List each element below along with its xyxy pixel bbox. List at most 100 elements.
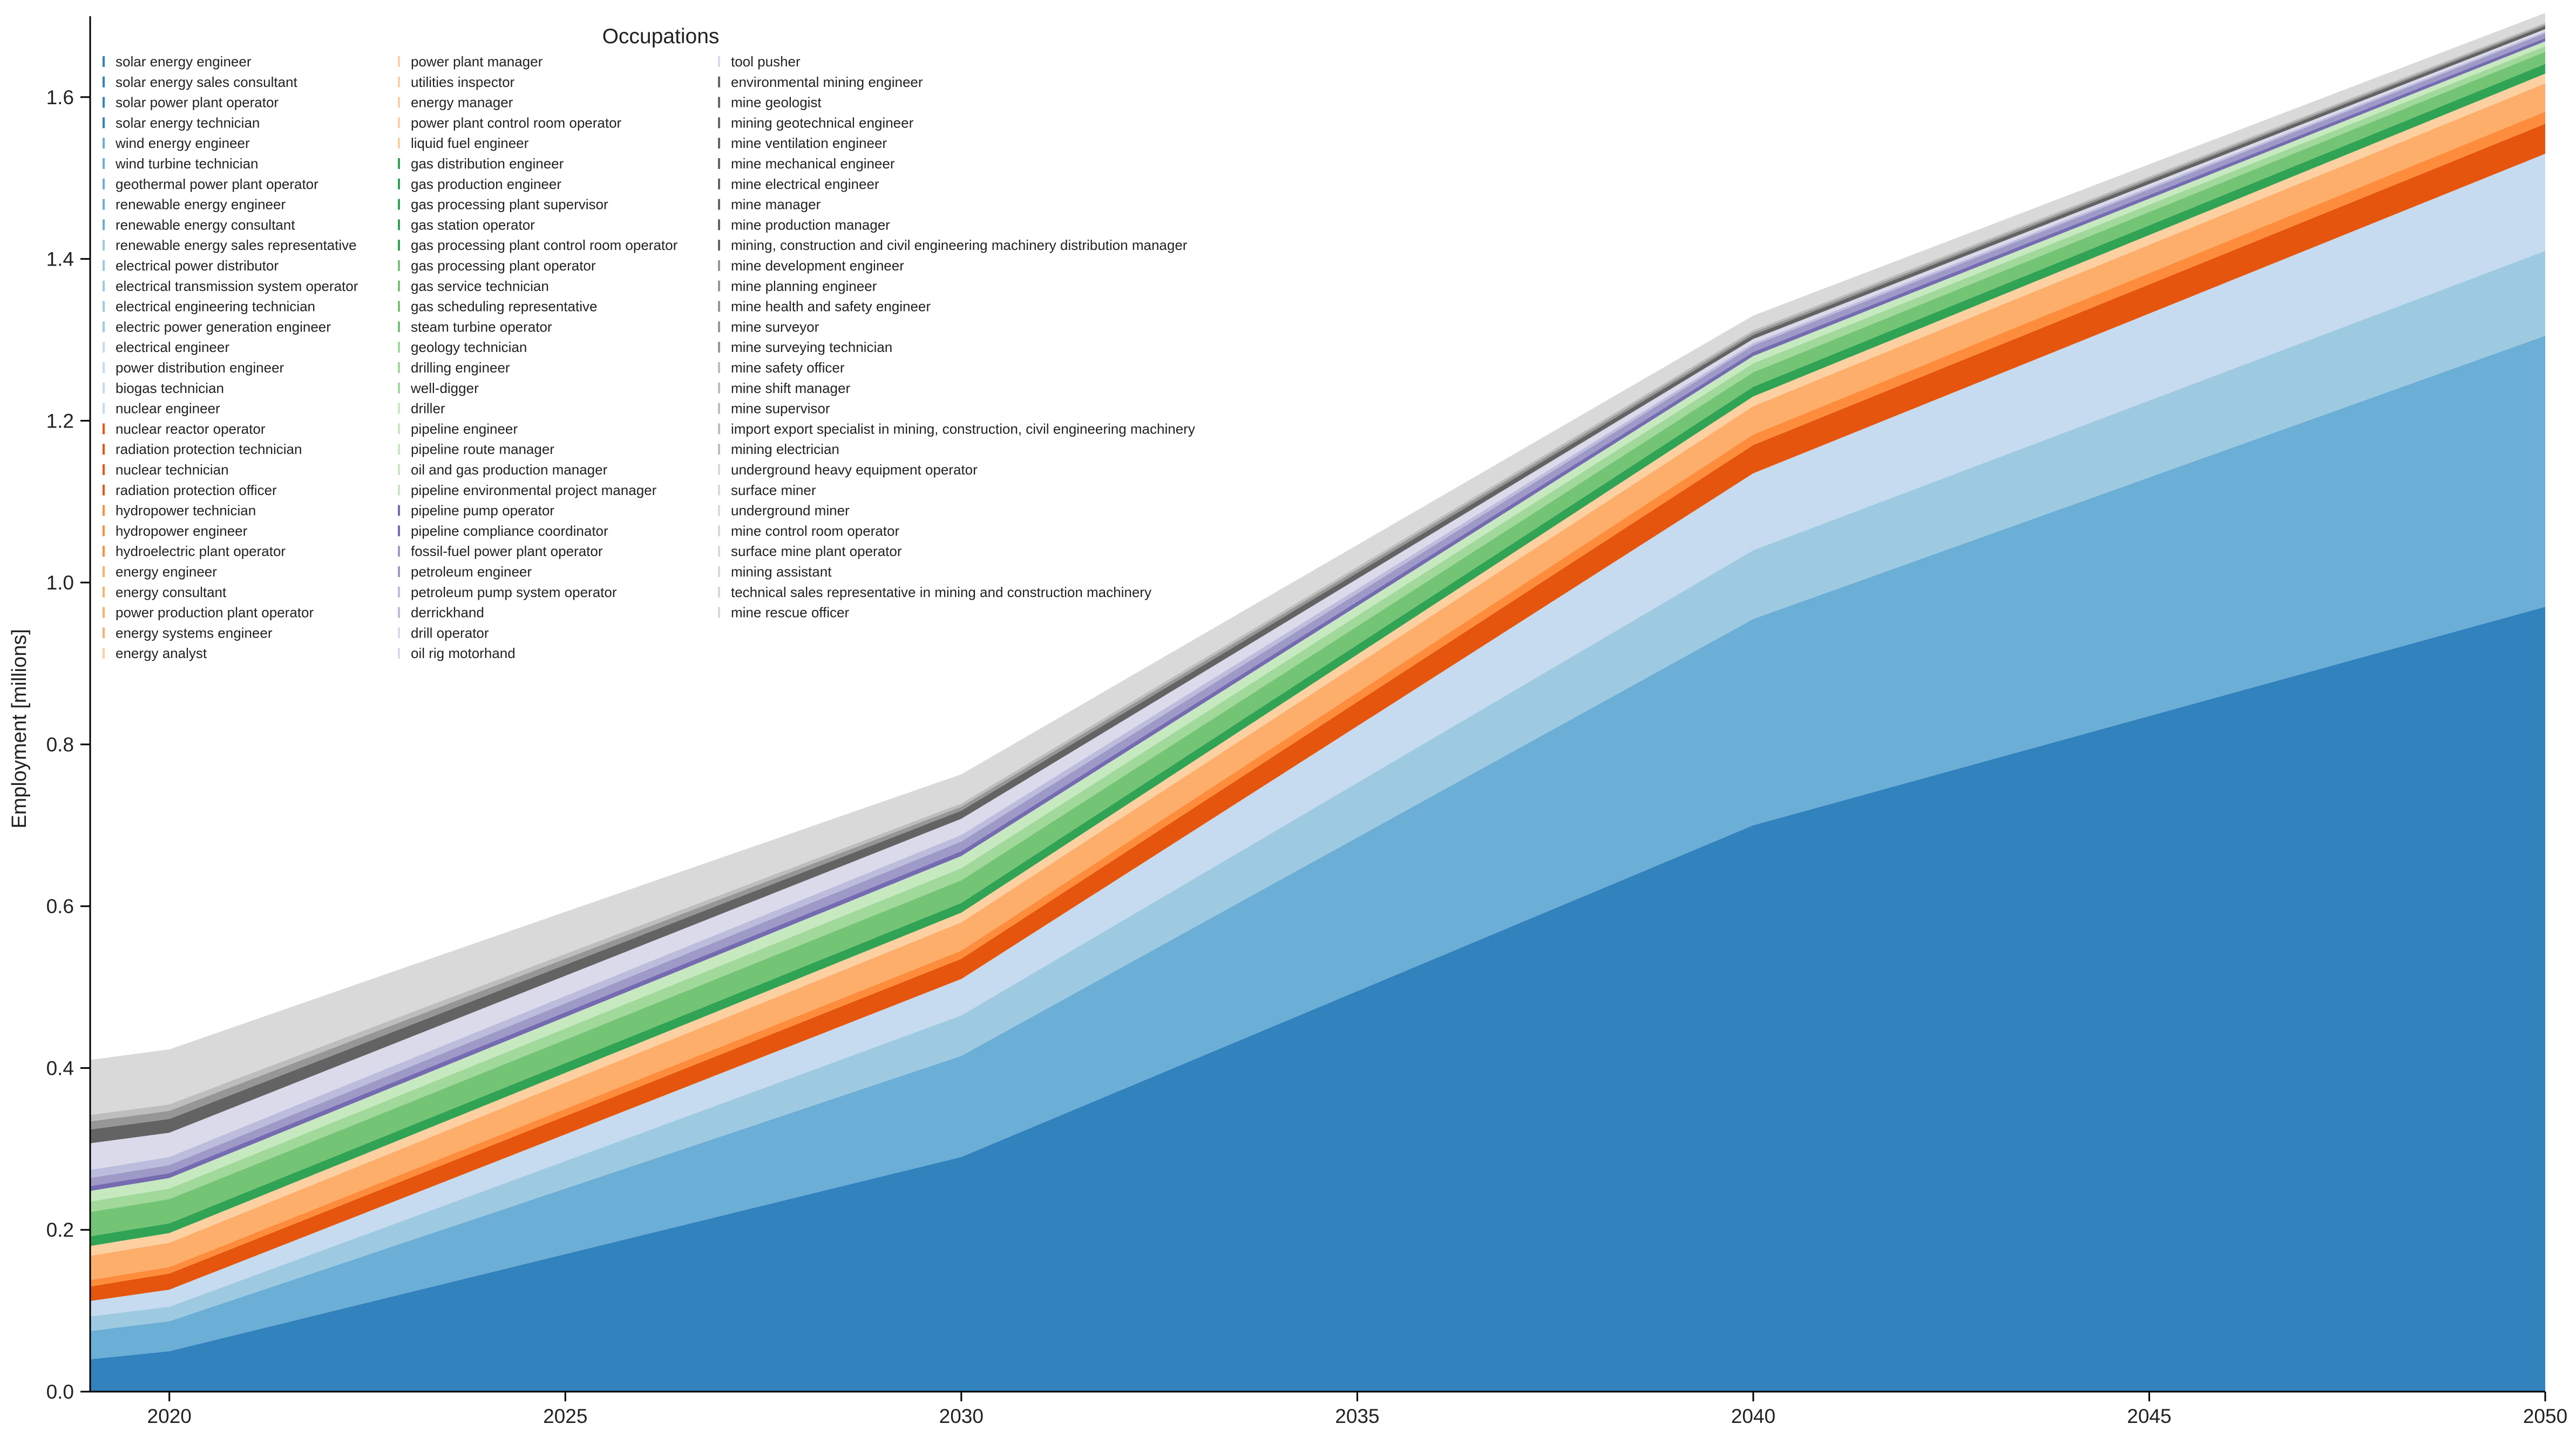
legend-label-radiation-protection-technician: radiation protection technician [116,441,302,457]
legend-label-nuclear-technician: nuclear technician [116,462,229,478]
legend-swatch-nuclear-engineer [103,403,105,414]
legend-label-surface-mine-plant-operator: surface mine plant operator [731,543,902,559]
legend-swatch-mine-health-and-safety-engineer [718,301,720,312]
legend-label-oil-rig-motorhand: oil rig motorhand [411,645,516,661]
legend-label-mine-mechanical-engineer: mine mechanical engineer [731,155,895,172]
legend-label-solar-energy-engineer: solar energy engineer [116,53,252,70]
legend-label-utilities-inspector: utilities inspector [411,74,515,90]
legend-label-mine-rescue-officer: mine rescue officer [731,605,850,621]
legend-label-pipeline-engineer: pipeline engineer [411,421,518,437]
legend-label-mine-health-and-safety-engineer: mine health and safety engineer [731,299,931,315]
y-tick-label: 0.6 [46,896,74,918]
legend-label-biogas-technician: biogas technician [116,380,224,396]
legend-label-pipeline-route-manager: pipeline route manager [411,441,554,457]
legend-swatch-technical-sales-representative-in-mining-and-construction-machinery [718,586,720,598]
legend-label-mine-supervisor: mine supervisor [731,401,830,417]
legend-swatch-electrical-power-distributor [103,260,105,271]
legend-label-wind-energy-engineer: wind energy engineer [115,135,250,151]
legend-label-electrical-power-distributor: electrical power distributor [116,257,279,274]
legend-label-nuclear-reactor-operator: nuclear reactor operator [116,421,266,437]
legend-label-gas-processing-plant-supervisor: gas processing plant supervisor [411,196,608,213]
legend-swatch-power-distribution-engineer [103,362,105,373]
legend-swatch-mine-surveyor [718,321,720,333]
legend-swatch-gas-processing-plant-supervisor [398,199,400,210]
legend-swatch-mining-electrician [718,444,720,455]
legend-swatch-mine-supervisor [718,403,720,414]
legend-label-well-digger: well-digger [410,380,479,396]
legend-label-oil-and-gas-production-manager: oil and gas production manager [411,462,608,478]
legend-label-liquid-fuel-engineer: liquid fuel engineer [411,135,529,151]
legend-swatch-oil-rig-motorhand [398,648,400,659]
legend-label-hydroelectric-plant-operator: hydroelectric plant operator [116,543,286,559]
legend-label-mine-electrical-engineer: mine electrical engineer [731,176,879,192]
x-tick-label: 2045 [2127,1405,2171,1427]
legend-label-mine-surveyor: mine surveyor [731,318,819,335]
legend-label-petroleum-engineer: petroleum engineer [411,564,532,580]
legend-label-import-export-specialist-in-mining-construction-civil-engineering-machinery: import export specialist in mining, cons… [731,421,1195,437]
legend-swatch-gas-processing-plant-control-room-operator [398,240,400,251]
legend-swatch-fossil-fuel-power-plant-operator [398,546,400,557]
legend-swatch-electric-power-generation-engineer [103,321,105,333]
legend-label-underground-miner: underground miner [731,503,850,519]
x-tick-label: 2020 [147,1405,192,1427]
legend-label-environmental-mining-engineer: environmental mining engineer [731,74,923,90]
legend-label-geology-technician: geology technician [411,339,527,355]
legend-swatch-mining-geotechnical-engineer [718,117,720,128]
legend-swatch-driller [398,403,400,414]
legend-label-drill-operator: drill operator [411,625,489,641]
legend-label-electric-power-generation-engineer: electric power generation engineer [116,318,331,335]
legend-swatch-mine-ventilation-engineer [718,138,720,149]
axes-layer: Employment [millions] 2020 2025 2030 2035 20… [8,16,2567,1427]
x-tick-label: 2050 [2523,1405,2567,1427]
x-tick-label: 2035 [1335,1405,1379,1427]
legend-label-gas-service-technician: gas service technician [411,278,549,294]
y-axis-label: Employment [millions] [8,629,31,829]
legend-label-pipeline-compliance-coordinator: pipeline compliance coordinator [411,523,608,539]
legend-swatch-derrickhand [398,607,400,618]
legend-swatch-solar-energy-engineer [103,56,105,67]
legend-label-mine-planning-engineer: mine planning engineer [731,278,877,294]
legend-swatch-mine-manager [718,199,720,210]
legend-swatch-mine-production-manager [718,219,720,231]
area-underground-heavy-equipment-operator [90,13,2545,1115]
legend-swatch-energy-manager [398,97,400,108]
legend-label-mining-assistant: mining assistant [731,564,832,580]
legend: Occupations solar energy engineer solar e… [103,25,1195,661]
legend-title: Occupations [602,25,720,48]
legend-swatch-energy-analyst [103,648,105,659]
y-tick-label: 1.2 [46,410,74,432]
legend-swatch-hydroelectric-plant-operator [103,546,105,557]
legend-label-mine-manager: mine manager [731,196,821,213]
legend-label-underground-heavy-equipment-operator: underground heavy equipment operator [731,462,978,478]
legend-label-gas-station-operator: gas station operator [411,216,535,233]
area-nuclear-reactor-operator [90,124,2545,1301]
legend-swatch-mine-planning-engineer [718,280,720,291]
x-tick-label: 2030 [939,1405,984,1427]
legend-label-solar-energy-technician: solar energy technician [116,114,260,131]
legend-swatch-mine-rescue-officer [718,607,720,618]
legend-swatch-oil-and-gas-production-manager [398,464,400,475]
legend-label-solar-power-plant-operator: solar power plant operator [116,94,279,111]
legend-label-technical-sales-representative-in-mining-and-construction-machinery: technical sales representative in mining… [731,584,1151,600]
legend-label-wind-turbine-technician: wind turbine technician [115,155,259,172]
legend-swatch-petroleum-engineer [398,566,400,577]
legend-swatch-gas-processing-plant-operator [398,260,400,271]
legend-label-derrickhand: derrickhand [411,605,484,621]
legend-label-energy-analyst: energy analyst [116,645,207,661]
legend-swatch-power-production-plant-operator [103,607,105,618]
legend-label-gas-processing-plant-operator: gas processing plant operator [411,257,596,274]
legend-swatch-gas-production-engineer [398,178,400,189]
legend-swatch-hydropower-engineer [103,525,105,537]
legend-swatch-gas-scheduling-representative [398,301,400,312]
legend-label-power-distribution-engineer: power distribution engineer [116,360,284,376]
legend-swatch-surface-miner [718,484,720,496]
legend-swatch-electrical-engineer [103,342,105,353]
legend-label-mining-geotechnical-engineer: mining geotechnical engineer [731,114,914,131]
y-tick-label: 0.2 [46,1219,74,1241]
area-electrical-engineer [90,153,2545,1317]
legend-label-electrical-transmission-system-operator: electrical transmission system operator [116,278,358,294]
area-renewable-energy-sales-representative [90,250,2545,1331]
legend-label-mine-surveying-technician: mine surveying technician [731,339,892,355]
legend-label-drilling-engineer: drilling engineer [411,360,510,376]
legend-swatch-pipeline-engineer [398,423,400,435]
